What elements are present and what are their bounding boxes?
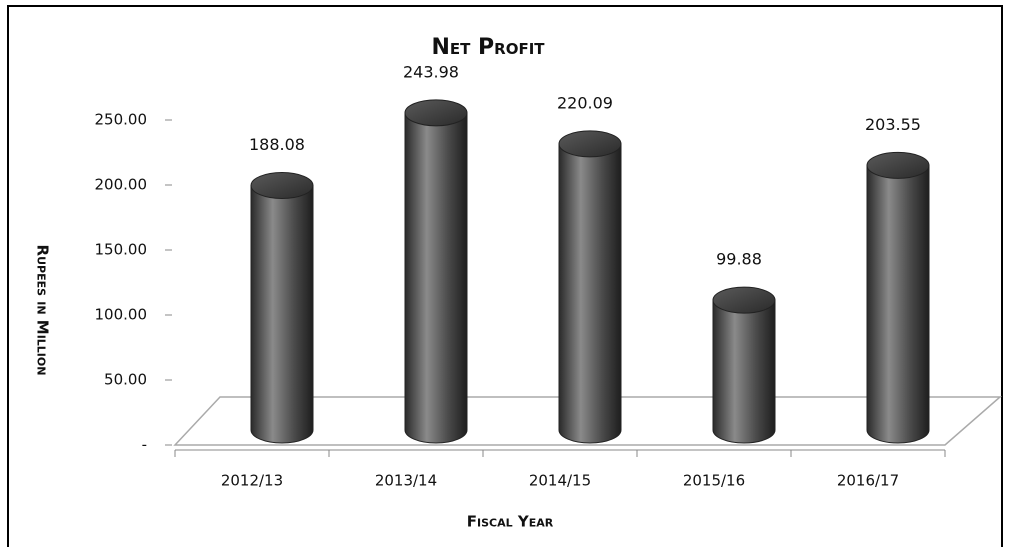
bar-cap	[712, 286, 776, 314]
x-axis-title: Fiscal Year	[467, 513, 554, 531]
y-tick-label: 250.00	[95, 111, 148, 129]
x-tick-label: 2016/17	[837, 472, 899, 490]
bar-body	[866, 164, 930, 444]
value-label: 203.55	[865, 115, 921, 134]
bar-cap	[404, 99, 468, 127]
x-tick-label: 2015/16	[683, 472, 745, 490]
bar-cap	[250, 171, 314, 199]
value-label: 243.98	[403, 62, 459, 81]
y-tick-label: 100.00	[95, 306, 148, 324]
y-axis-title: Rupees in Million	[34, 245, 52, 376]
bar	[712, 286, 776, 444]
frame	[7, 5, 1003, 547]
y-tick-label: 150.00	[95, 241, 148, 259]
x-tick-label: 2012/13	[221, 472, 283, 490]
bar-body	[558, 143, 622, 444]
value-label: 220.09	[557, 93, 613, 112]
bar-cap	[866, 151, 930, 179]
bar	[558, 130, 622, 444]
bar-body	[404, 112, 468, 444]
x-tick-label: 2014/15	[529, 472, 591, 490]
bar-body	[250, 184, 314, 444]
value-label: 188.08	[249, 135, 305, 154]
bar	[866, 151, 930, 444]
chart-title: Net Profit	[431, 35, 545, 60]
bar	[404, 99, 468, 444]
bar-cap	[558, 130, 622, 158]
bar-body	[712, 299, 776, 444]
y-tick-label: -	[142, 436, 147, 454]
y-tick-label: 50.00	[104, 371, 147, 389]
value-label: 99.88	[716, 250, 762, 269]
bar	[250, 171, 314, 444]
y-tick-label: 200.00	[95, 176, 148, 194]
x-tick-label: 2013/14	[375, 472, 437, 490]
